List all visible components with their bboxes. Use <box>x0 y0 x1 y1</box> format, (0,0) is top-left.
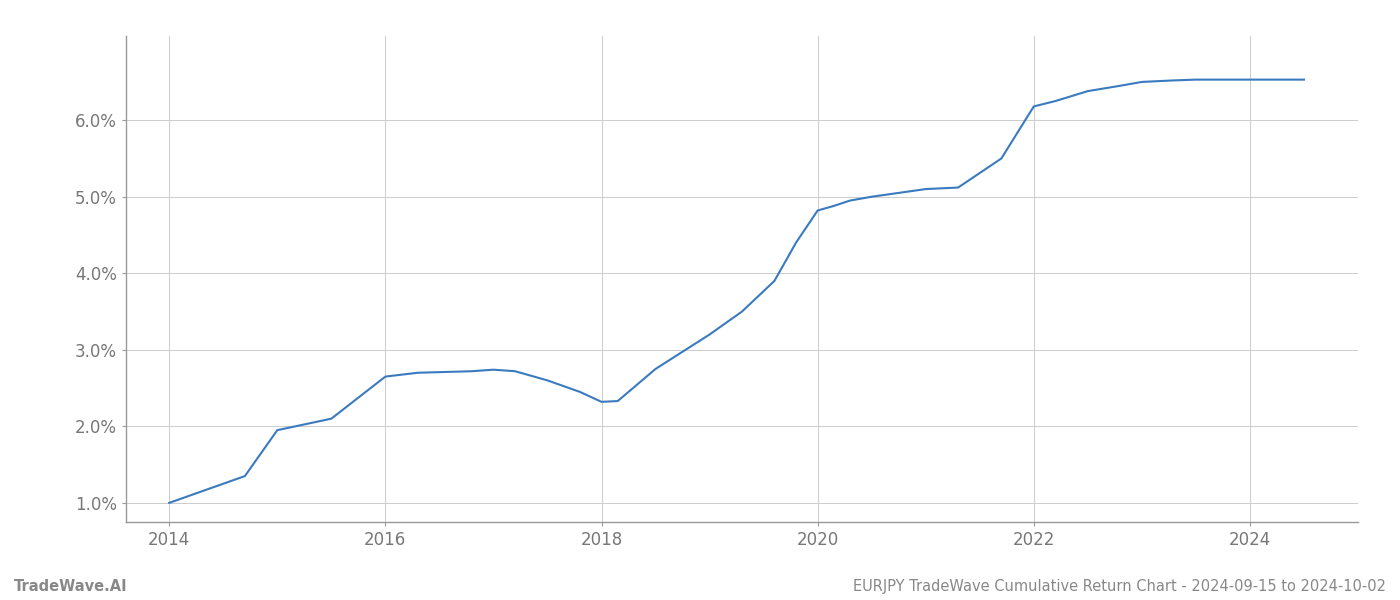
Text: TradeWave.AI: TradeWave.AI <box>14 579 127 594</box>
Text: EURJPY TradeWave Cumulative Return Chart - 2024-09-15 to 2024-10-02: EURJPY TradeWave Cumulative Return Chart… <box>853 579 1386 594</box>
